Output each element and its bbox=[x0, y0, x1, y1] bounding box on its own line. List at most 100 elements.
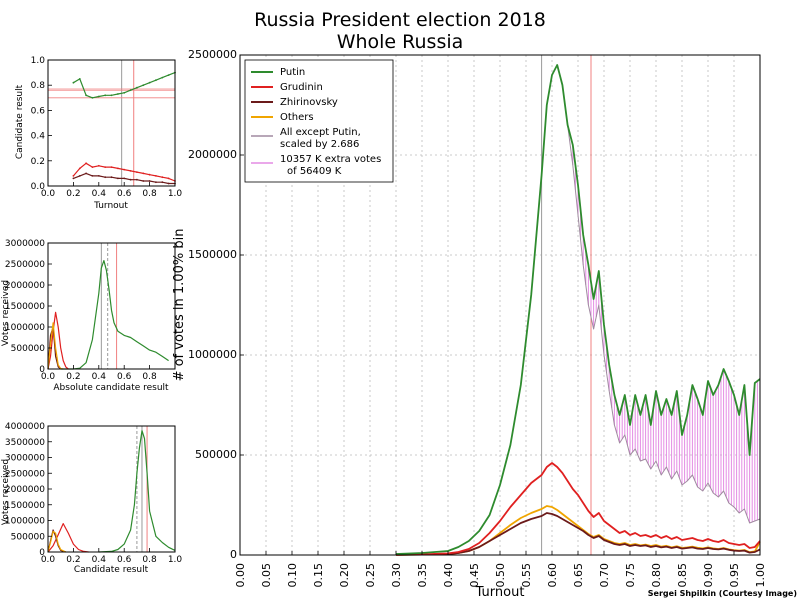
y-tick-label: 500000 bbox=[195, 448, 237, 461]
scatter-xlabel: Turnout bbox=[93, 201, 128, 211]
data-point-putin bbox=[142, 84, 145, 87]
y-tick-label: 0 bbox=[39, 365, 45, 375]
legend-label-grudinin: Grudinin bbox=[280, 82, 323, 93]
main-ylabel: # of votes in 1.00% bin bbox=[172, 229, 187, 382]
x-tick-label: 0.45 bbox=[468, 563, 481, 588]
scatter-ylabel: Candidate result bbox=[15, 84, 25, 159]
data-point-grudinin bbox=[148, 173, 151, 176]
x-tick-label: 0.0 bbox=[41, 372, 56, 382]
series-line-putin bbox=[60, 260, 169, 370]
y-tick-label: 500000 bbox=[11, 532, 46, 542]
data-point-putin bbox=[72, 81, 75, 84]
absolute-xlabel: Absolute candidate result bbox=[53, 383, 169, 393]
x-tick-label: 0.10 bbox=[286, 563, 299, 588]
x-tick-label: 0.00 bbox=[234, 563, 247, 588]
x-tick-label: 0.85 bbox=[676, 563, 689, 588]
title-line2: Whole Russia bbox=[337, 31, 464, 53]
legend-label-extra-1: 10357 K extra votes bbox=[280, 154, 381, 165]
data-point-grudinin bbox=[155, 175, 157, 177]
x-tick-label: 0.0 bbox=[41, 555, 56, 565]
y-tick-label: 3500000 bbox=[5, 438, 45, 448]
absolute-result-plot: 0.0 0.2 0.4 0.6 0.8 0 500000 1000000 1500000 2000… bbox=[5, 239, 176, 382]
relative-xlabel: Candidate result bbox=[74, 565, 149, 575]
x-tick-label: 0.55 bbox=[520, 563, 533, 588]
y-tick-label: 2500000 bbox=[5, 469, 45, 479]
data-point-putin bbox=[85, 94, 87, 97]
plot-frame bbox=[47, 425, 176, 553]
relative-ylabel: Votes received bbox=[1, 459, 11, 525]
data-point-putin bbox=[110, 94, 113, 97]
legend-label-scaled-1: All except Putin, bbox=[280, 127, 361, 138]
x-tick-label: 0.20 bbox=[338, 563, 351, 588]
data-point-grudinin bbox=[136, 171, 138, 174]
y-tick-label: 2000000 bbox=[188, 148, 237, 161]
x-tick-label: 0.50 bbox=[494, 563, 507, 588]
data-point-grudinin bbox=[91, 166, 94, 169]
x-tick-label: 0.2 bbox=[66, 555, 80, 565]
y-tick-label: 0.6 bbox=[31, 106, 46, 116]
series-line-grudinin bbox=[395, 462, 761, 556]
data-point-zhirinovsky bbox=[155, 181, 157, 184]
y-tick-label: 1500000 bbox=[5, 302, 45, 312]
y-tick-label: 0 bbox=[39, 548, 45, 558]
x-tick-label: 0.4 bbox=[92, 555, 107, 565]
x-tick-label: 0.65 bbox=[572, 563, 585, 588]
main-xlabel: Turnout bbox=[475, 585, 525, 600]
data-point-putin bbox=[104, 94, 107, 97]
data-point-putin bbox=[161, 76, 164, 79]
data-point-grudinin bbox=[142, 172, 145, 175]
x-tick-label: 0.6 bbox=[117, 555, 132, 565]
image-credit: Sergei Shpilkin (Courtesy Image) bbox=[648, 589, 797, 598]
data-point-grudinin bbox=[97, 164, 100, 167]
y-tick-label: 2000000 bbox=[5, 281, 45, 291]
data-point-putin bbox=[97, 95, 100, 98]
y-tick-label: 2500000 bbox=[188, 48, 237, 61]
x-tick-label: 0.6 bbox=[117, 372, 132, 382]
y-tick-label: 0 bbox=[230, 548, 237, 561]
legend-label-scaled-2: scaled by 2.686 bbox=[280, 139, 359, 150]
x-tick-label: 0.4 bbox=[92, 189, 107, 199]
relative-result-plot: 0.0 0.2 0.4 0.6 0.8 1.0 0 500000 1000000 1500000 2… bbox=[5, 422, 183, 565]
x-tick-label: 0.75 bbox=[624, 563, 637, 588]
y-tick-label: 4000000 bbox=[5, 422, 45, 432]
x-tick-label: 0.4 bbox=[92, 372, 107, 382]
series-line-zhirinovsky bbox=[47, 326, 62, 370]
x-tick-label: 0.70 bbox=[598, 563, 611, 588]
x-tick-label: 0.8 bbox=[142, 189, 157, 199]
series-line-putin bbox=[98, 430, 176, 553]
data-point-putin bbox=[123, 91, 126, 94]
data-point-grudinin bbox=[167, 177, 170, 180]
x-tick-label: 1.0 bbox=[168, 555, 183, 565]
y-tick-label: 3000000 bbox=[5, 239, 45, 249]
data-point-zhirinovsky bbox=[104, 176, 107, 179]
x-tick-label: 0.6 bbox=[117, 189, 132, 199]
data-point-grudinin bbox=[129, 170, 132, 172]
y-tick-label: 1.0 bbox=[31, 56, 46, 66]
data-point-putin bbox=[117, 93, 119, 95]
data-point-zhirinovsky bbox=[85, 172, 87, 175]
y-tick-label: 1500000 bbox=[5, 501, 45, 511]
x-tick-label: 0.05 bbox=[260, 563, 273, 588]
data-point-grudinin bbox=[110, 166, 113, 169]
scatter-plot: 0.0 0.2 0.4 0.6 0.8 1.0 0.0 0.2 0.4 0.6 0.8 1.0 bbox=[31, 56, 183, 199]
series-line-putin bbox=[73, 72, 176, 99]
data-point-grudinin bbox=[117, 167, 119, 170]
data-point-zhirinovsky bbox=[78, 175, 81, 177]
x-tick-label: 0.30 bbox=[390, 563, 403, 588]
y-tick-label: 1000000 bbox=[5, 323, 45, 333]
data-point-zhirinovsky bbox=[161, 181, 164, 184]
data-point-zhirinovsky bbox=[142, 180, 145, 182]
data-point-putin bbox=[148, 81, 151, 84]
data-point-putin bbox=[136, 86, 138, 89]
data-point-zhirinovsky bbox=[97, 175, 100, 177]
x-tick-label: 0.0 bbox=[41, 189, 56, 199]
data-point-zhirinovsky bbox=[117, 177, 119, 180]
y-tick-label: 500000 bbox=[11, 344, 46, 354]
data-point-grudinin bbox=[123, 168, 126, 171]
x-tick-label: 0.90 bbox=[702, 563, 715, 588]
main-plot: 0.00 0.05 0.10 0.15 0.20 0.25 0.30 0.35 0.40 0.45… bbox=[188, 48, 767, 588]
legend-label-others: Others bbox=[280, 112, 314, 123]
data-point-zhirinovsky bbox=[167, 182, 170, 185]
y-tick-label: 1000000 bbox=[5, 517, 45, 527]
